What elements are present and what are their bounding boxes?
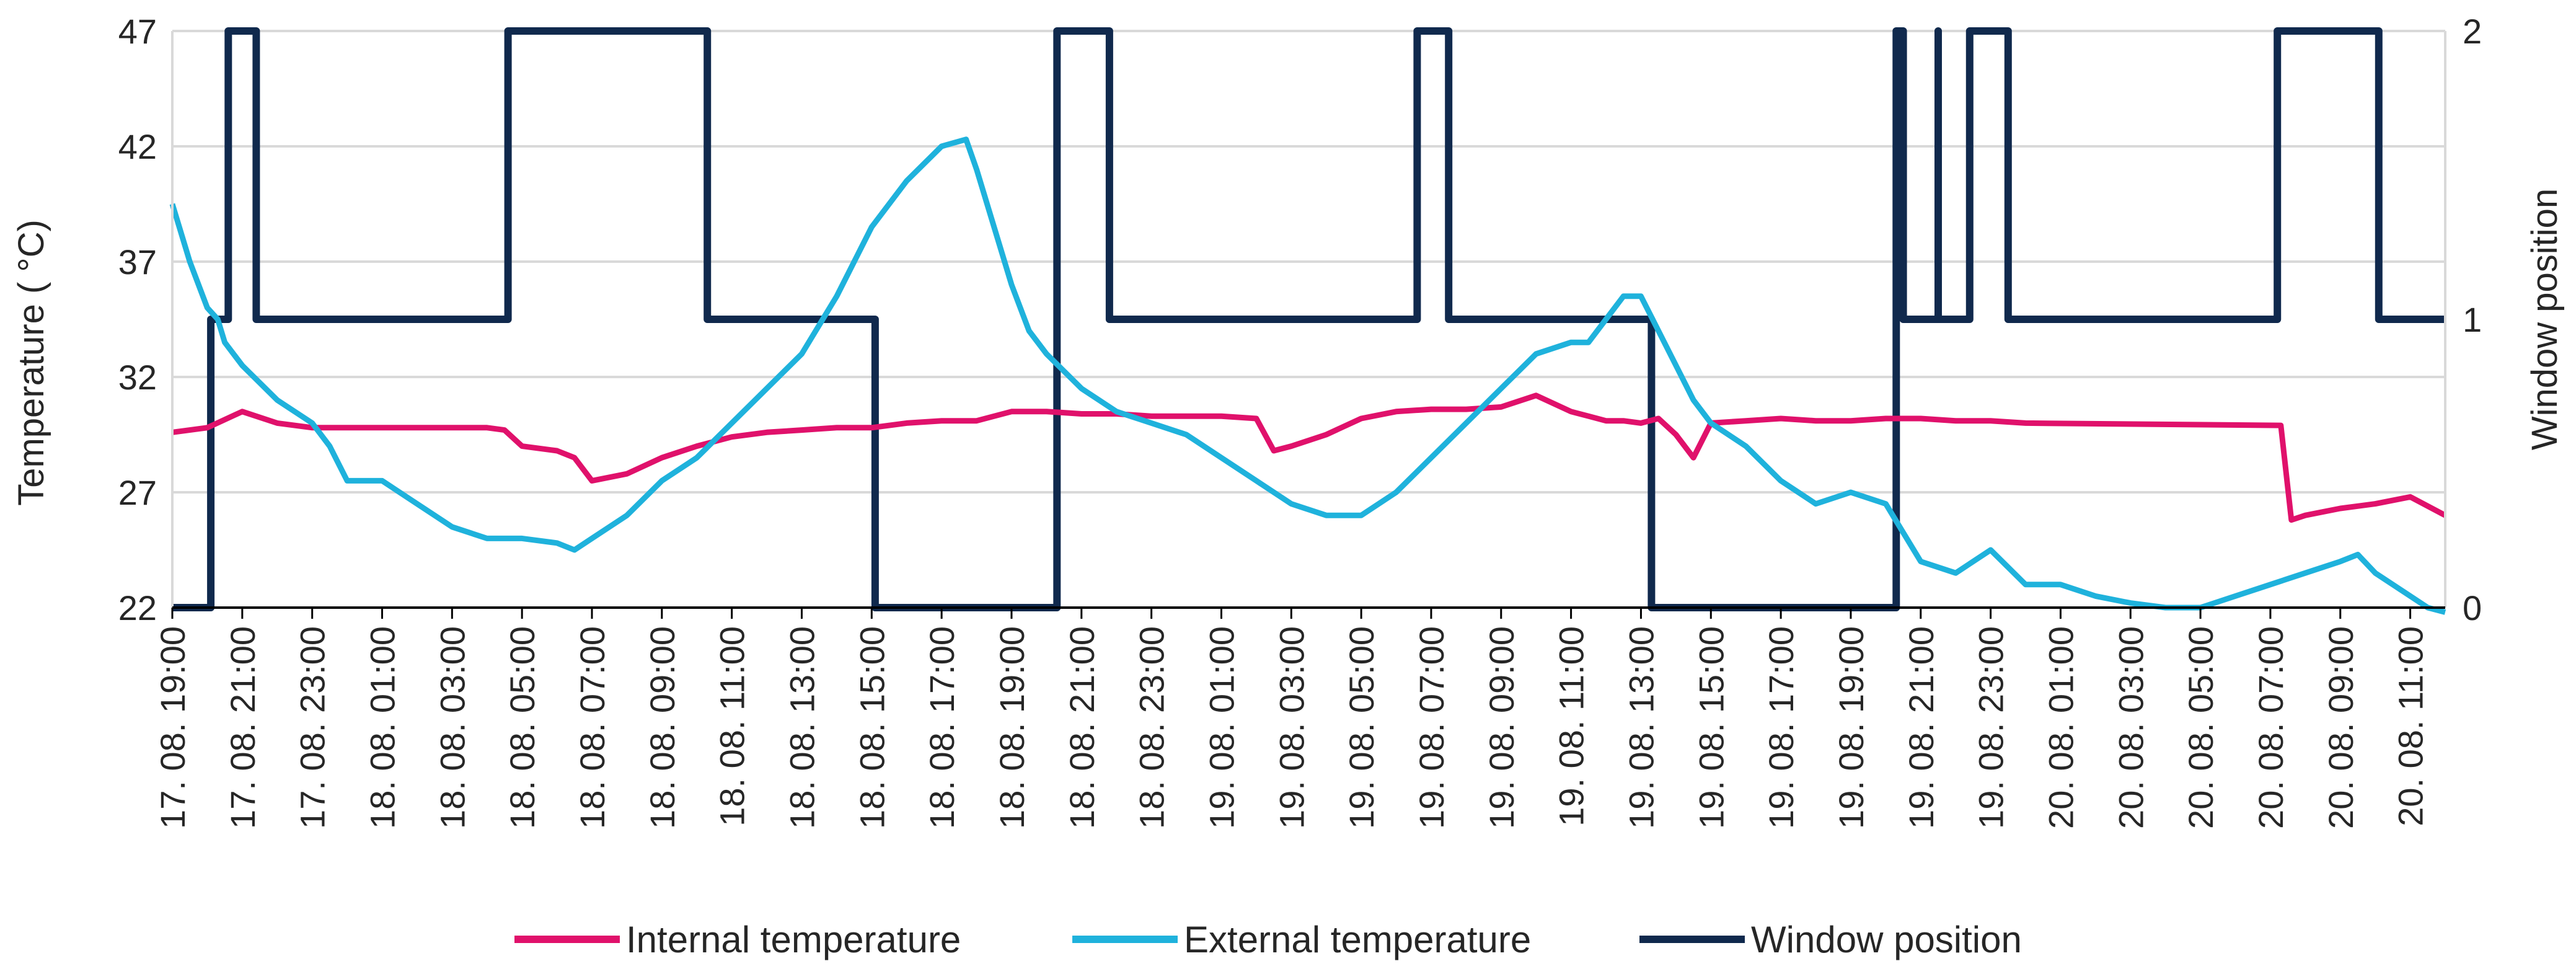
y-tick-label: 22 (118, 588, 157, 627)
y-tick-label: 42 (118, 127, 157, 166)
external-temperature-line (169, 136, 2446, 615)
y2-tick-label: 0 (2463, 588, 2482, 627)
x-tick-label: 19. 08. 07:00 (1412, 626, 1451, 829)
x-tick-label: 19. 08. 03:00 (1272, 626, 1311, 829)
x-tick-label: 20. 08. 09:00 (2321, 626, 2360, 829)
x-tick-label: 18. 08. 19:00 (992, 626, 1031, 829)
y-axis-title: Temperature ( °C) (11, 219, 51, 506)
x-tick-label: 18. 08. 17:00 (922, 626, 961, 829)
x-tick-label: 20. 08. 05:00 (2181, 626, 2220, 829)
x-tick-label: 19. 08. 23:00 (1972, 626, 2011, 829)
legend: Internal temperature External temperature… (514, 919, 2022, 960)
legend-label: Window position (1751, 919, 2022, 960)
x-tick-label: 19. 08. 05:00 (1342, 626, 1381, 829)
x-tick-label: 18. 08. 07:00 (573, 626, 612, 829)
x-tick-label: 19. 08. 01:00 (1202, 626, 1241, 829)
y2-axis-title: Window position (2525, 188, 2565, 450)
x-tick-label: 18. 08. 03:00 (433, 626, 472, 829)
x-tick-label: 19. 08. 17:00 (1762, 626, 1801, 829)
x-tick-label: 19. 08. 19:00 (1832, 626, 1871, 829)
y-tick-label: 37 (118, 242, 157, 281)
internal-temperature-line (172, 392, 2447, 523)
legend-label: External temperature (1184, 919, 1531, 960)
x-tick-label: 20. 08. 01:00 (2041, 626, 2080, 829)
y2-tick-label: 2 (2463, 12, 2482, 51)
x-axis-ticks: 17. 08. 19:00 17. 08. 21:00 17. 08. 23:00 1… (153, 626, 2430, 829)
x-tick-label: 20. 08. 03:00 (2111, 626, 2150, 829)
series-lines (169, 27, 2447, 615)
x-tick-label: 17. 08. 21:00 (223, 626, 262, 829)
y-tick-label: 27 (118, 473, 157, 512)
x-tick-label: 19. 08. 15:00 (1692, 626, 1731, 829)
x-tick-label: 20. 08. 11:00 (2391, 626, 2430, 826)
x-tick-label: 19. 08. 21:00 (1902, 626, 1941, 829)
legend-label: Internal temperature (626, 919, 961, 960)
x-tick-label: 20. 08. 07:00 (2251, 626, 2290, 829)
x-tick-label: 18. 08. 11:00 (713, 626, 752, 826)
y-tick-label: 32 (118, 358, 157, 397)
x-tick-label: 18. 08. 05:00 (503, 626, 542, 829)
x-tick-label: 18. 08. 21:00 (1062, 626, 1101, 829)
x-tick-label: 19. 08. 09:00 (1482, 626, 1521, 829)
y2-tick-label: 1 (2463, 300, 2482, 339)
window-position-line (172, 27, 2445, 611)
x-tick-label: 18. 08. 23:00 (1132, 626, 1171, 829)
y-tick-label: 47 (118, 12, 157, 51)
x-tick-label: 18. 08. 01:00 (363, 626, 402, 829)
x-tick-label: 19. 08. 13:00 (1621, 626, 1661, 829)
x-tick-label: 17. 08. 19:00 (153, 626, 192, 829)
x-tick-label: 19. 08. 11:00 (1552, 626, 1591, 826)
axes (171, 31, 2446, 619)
y2-axis-ticks: 0 1 2 (2463, 12, 2482, 627)
x-tick-label: 17. 08. 23:00 (293, 626, 332, 829)
x-tick-label: 18. 08. 09:00 (643, 626, 682, 829)
x-tick-label: 18. 08. 15:00 (852, 626, 891, 829)
y-axis-ticks: 22 27 32 37 42 47 (118, 12, 157, 627)
x-tick-label: 18. 08. 13:00 (782, 626, 821, 829)
